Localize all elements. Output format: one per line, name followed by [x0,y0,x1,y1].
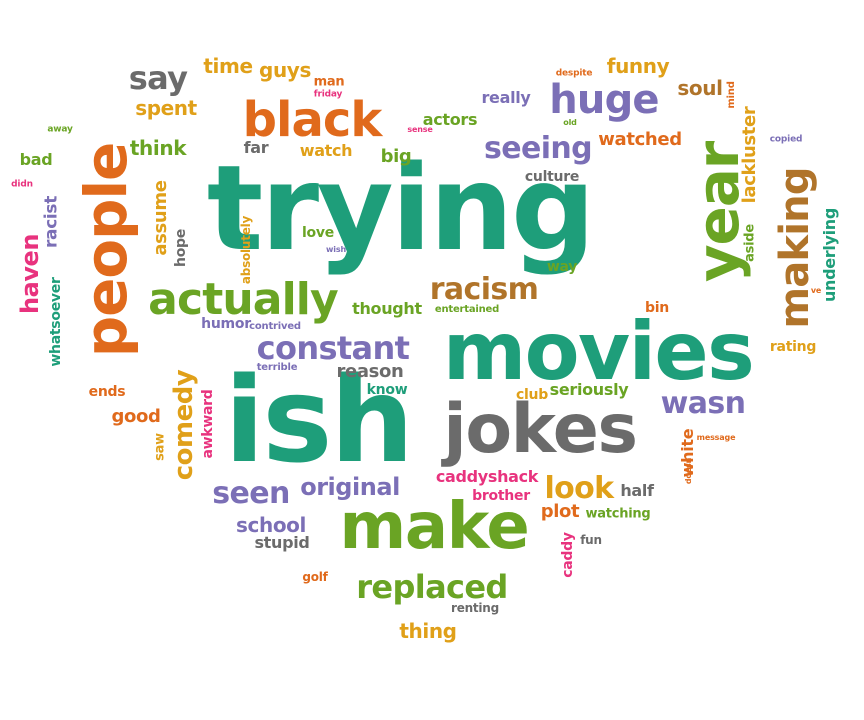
word-reason: reason [336,361,404,382]
word-half: half [620,481,654,500]
word-constant: constant [256,329,410,367]
word-underlying: underlying [820,207,839,303]
word-racist: racist [41,196,62,248]
word-actually: actually [148,274,339,325]
word-people: people [72,142,140,358]
word-watched: watched [598,129,682,150]
word-wasn: wasn [660,386,746,421]
word-thought: thought [352,299,422,318]
word-culture: culture [524,169,580,185]
word-soul: soul [677,76,723,100]
word-club: club [516,387,548,403]
word-original: original [300,473,400,501]
word-ish: ish [224,351,414,489]
word-far: far [243,138,269,157]
word-seriously: seriously [549,380,629,399]
word-look: look [544,471,614,506]
word-aside: aside [742,224,758,262]
word-mind: mind [726,81,737,109]
word-awkward: awkward [200,389,216,459]
word-ve: ve [810,286,822,295]
word-assume: assume [150,180,171,256]
word-plot: plot [540,501,580,522]
word-big: big [380,146,412,167]
word-school: school [236,513,306,537]
word-huge: huge [549,77,659,123]
word-golf: golf [302,570,328,584]
word-racism: racism [429,272,539,307]
word-trying: trying [206,139,596,277]
word-friday: friday [313,89,343,100]
word-comedy: comedy [169,369,199,481]
word-make: make [339,490,529,564]
word-bin: bin [645,300,669,316]
word-man: man [313,74,345,90]
word-old: old [563,118,577,127]
word-caddy: caddy [560,532,576,578]
word-saw: saw [152,433,168,461]
word-think: think [129,136,187,160]
word-terrible: terrible [256,362,298,373]
word-replaced: replaced [356,568,508,606]
word-wish: wish [326,245,346,254]
word-actors: actors [422,110,478,129]
word-message: message [696,433,736,442]
word-watching: watching [585,506,651,522]
word-caddyshack: caddyshack [435,467,539,486]
word-sense: sense [407,125,433,134]
word-absolutely: absolutely [239,215,253,285]
word-ends: ends [88,384,126,400]
word-thing: thing [399,619,457,643]
word-despite: despite [555,68,593,79]
word-black: black [242,92,383,148]
word-movies: movies [442,305,755,398]
word-whatsoever: whatsoever [48,277,64,367]
word-hope: hope [173,229,189,267]
word-fun: fun [580,533,602,547]
word-lackluster: lackluster [739,106,760,204]
word-funny: funny [606,54,670,78]
word-rating: rating [769,339,817,355]
word-away: away [47,124,73,135]
word-humor: humor [201,316,251,332]
word-copied: copied [769,134,803,145]
word-didn: didn [11,179,33,190]
word-stupid: stupid [254,533,310,552]
word-really: really [481,88,531,107]
word-time: time [203,54,253,78]
word-good: good [111,406,161,427]
word-way: way [546,259,578,275]
word-contrived: contrived [249,321,301,332]
word-renting: renting [451,601,499,615]
word-guys: guys [259,58,311,82]
word-brother: brother [472,488,530,504]
word-haven: haven [16,234,44,314]
word-jokes: jokes [443,390,638,469]
word-seeing: seeing [483,131,593,166]
word-making: making [772,167,818,329]
word-bad: bad [19,150,53,169]
word-entertained: entertained [434,304,500,315]
word-doesn: doesn [684,457,693,485]
word-know: know [366,382,408,398]
word-say: say [128,59,188,97]
word-watch: watch [299,141,353,160]
word-love: love [302,225,334,241]
word-seen: seen [212,476,290,511]
word-spent: spent [135,96,197,120]
